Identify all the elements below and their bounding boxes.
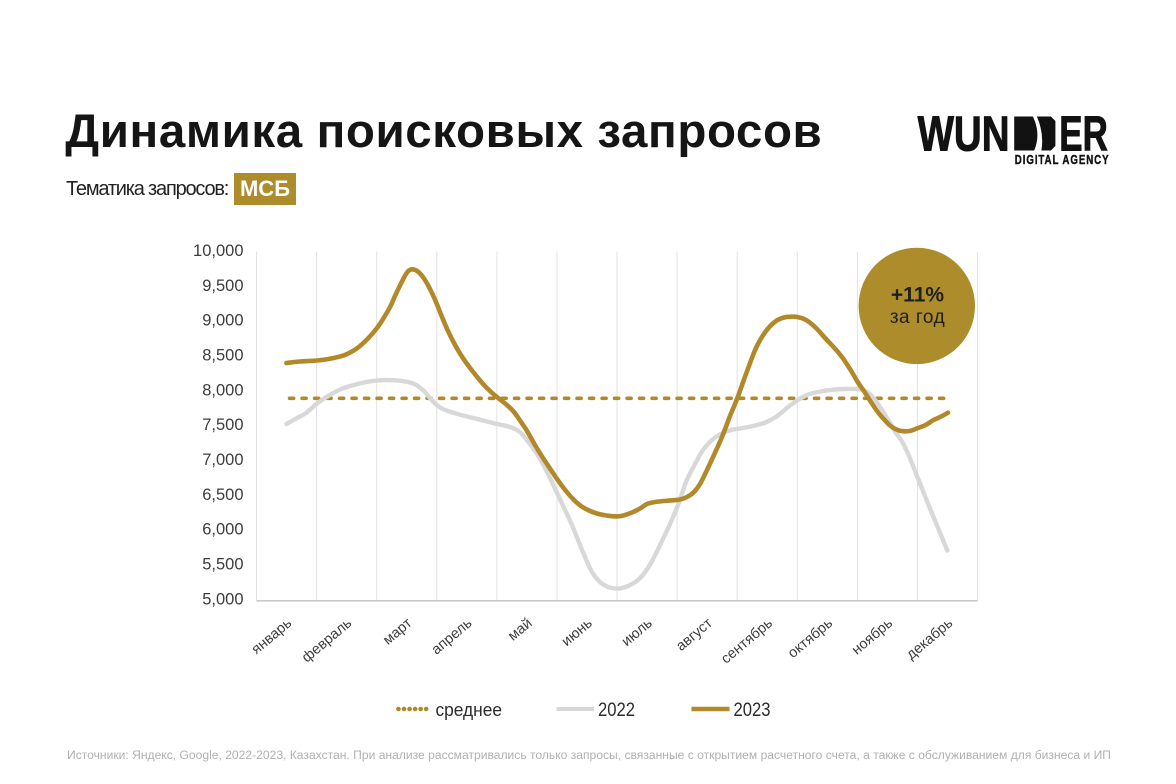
- svg-text:март: март: [380, 615, 415, 648]
- svg-text:среднее: среднее: [436, 699, 503, 720]
- svg-text:DIGITAL AGENCY: DIGITAL AGENCY: [1015, 154, 1110, 168]
- svg-text:9,500: 9,500: [202, 277, 243, 295]
- svg-text:6,500: 6,500: [202, 486, 243, 504]
- svg-text:февраль: февраль: [299, 615, 355, 666]
- svg-text:апрель: апрель: [429, 615, 476, 658]
- svg-text:январь: январь: [249, 615, 295, 658]
- svg-text:10,000: 10,000: [193, 242, 243, 260]
- svg-text:6,000: 6,000: [202, 521, 243, 539]
- svg-text:8,000: 8,000: [202, 381, 243, 399]
- svg-text:ER: ER: [1059, 107, 1107, 162]
- svg-text:декабрь: декабрь: [904, 615, 957, 663]
- svg-text:7,500: 7,500: [202, 416, 243, 434]
- svg-text:май: май: [505, 615, 535, 644]
- svg-text:5,500: 5,500: [202, 556, 243, 574]
- svg-text:июнь: июнь: [559, 615, 596, 649]
- svg-text:сентябрь: сентябрь: [718, 615, 776, 667]
- svg-text:за год: за год: [890, 307, 945, 328]
- svg-text:июль: июль: [619, 615, 656, 650]
- svg-text:август: август: [673, 615, 716, 655]
- svg-text:ноябрь: ноябрь: [849, 615, 896, 658]
- svg-text:8,500: 8,500: [202, 347, 243, 365]
- svg-text:2022: 2022: [598, 699, 635, 721]
- svg-text:+11%: +11%: [891, 284, 944, 307]
- svg-text:WUN: WUN: [918, 107, 1010, 162]
- svg-text:октябрь: октябрь: [785, 615, 836, 661]
- svg-text:5,000: 5,000: [202, 590, 243, 608]
- svg-text:7,000: 7,000: [202, 451, 243, 469]
- svg-text:9,000: 9,000: [202, 312, 243, 330]
- svg-text:2023: 2023: [734, 699, 771, 721]
